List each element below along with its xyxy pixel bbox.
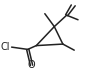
Text: O: O	[28, 60, 35, 70]
Text: Cl: Cl	[1, 42, 10, 52]
